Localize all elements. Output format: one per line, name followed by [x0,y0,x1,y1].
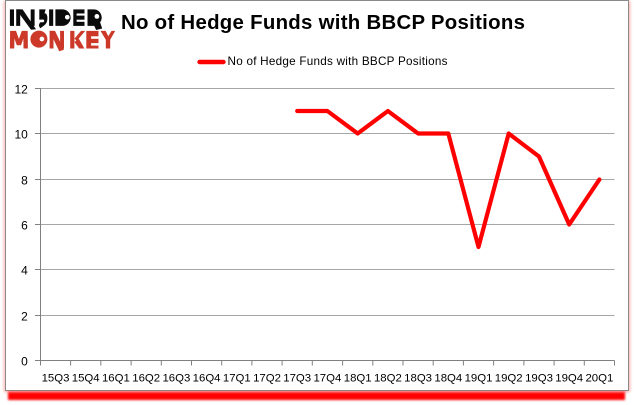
svg-text:6: 6 [21,218,28,232]
svg-text:19Q3: 19Q3 [525,373,553,385]
svg-text:18Q2: 18Q2 [374,373,402,385]
svg-text:4: 4 [21,263,28,277]
svg-text:2: 2 [21,309,28,323]
svg-text:20Q1: 20Q1 [585,373,613,385]
svg-text:18Q3: 18Q3 [404,373,432,385]
svg-text:17Q2: 17Q2 [253,373,281,385]
svg-text:10: 10 [14,127,28,141]
svg-text:15Q4: 15Q4 [72,373,100,385]
svg-text:18Q4: 18Q4 [434,373,462,385]
svg-text:17Q3: 17Q3 [283,373,311,385]
svg-text:19Q4: 19Q4 [555,373,583,385]
svg-text:16Q3: 16Q3 [162,373,190,385]
svg-text:16Q2: 16Q2 [132,373,160,385]
svg-text:8: 8 [21,173,28,187]
svg-text:17Q1: 17Q1 [223,373,251,385]
svg-text:17Q4: 17Q4 [313,373,341,385]
svg-text:18Q1: 18Q1 [344,373,372,385]
svg-text:16Q1: 16Q1 [102,373,130,385]
svg-text:16Q4: 16Q4 [193,373,221,385]
svg-text:0: 0 [21,354,28,368]
svg-text:19Q1: 19Q1 [465,373,493,385]
svg-text:19Q2: 19Q2 [495,373,523,385]
svg-text:12: 12 [14,82,28,96]
svg-text:15Q3: 15Q3 [42,373,70,385]
